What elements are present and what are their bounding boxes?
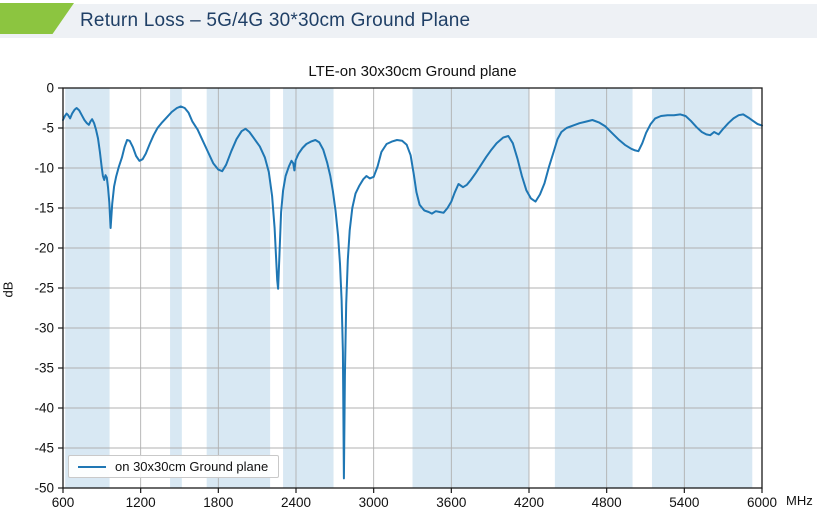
page-title: Return Loss – 5G/4G 30*30cm Ground Plane xyxy=(80,10,471,31)
x-tick-label: 4800 xyxy=(592,495,622,510)
x-tick-label: 5400 xyxy=(669,495,699,510)
y-axis-label: dB xyxy=(0,281,16,298)
y-tick-label: -20 xyxy=(34,241,54,256)
y-tick-label: -30 xyxy=(34,321,54,336)
x-tick-label: 1200 xyxy=(126,495,156,510)
y-tick-label: -10 xyxy=(34,161,54,176)
y-tick-label: -25 xyxy=(34,281,54,296)
x-tick-label: 1800 xyxy=(203,495,233,510)
chart-title: LTE-on 30x30cm Ground plane xyxy=(308,63,517,80)
y-tick-label: -40 xyxy=(34,401,54,416)
y-tick-label: -50 xyxy=(34,481,54,496)
y-tick-label: -35 xyxy=(34,361,54,376)
x-tick-label: 600 xyxy=(52,495,75,510)
x-tick-label: 6000 xyxy=(747,495,777,510)
legend-label: on 30x30cm Ground plane xyxy=(115,459,269,474)
return-loss-curve xyxy=(62,105,763,480)
x-tick-label: 3600 xyxy=(436,495,466,510)
chart-plot-area: 600 1200 1800 2400 3000 3600 4200 4800 5400 6000 0… xyxy=(34,81,777,511)
legend: on 30x30cm Ground plane xyxy=(68,455,280,478)
y-tick-label: -45 xyxy=(34,441,54,456)
x-tick-label: 2400 xyxy=(281,495,311,510)
y-tick-label: -5 xyxy=(42,121,54,136)
y-tick-label: 0 xyxy=(46,81,54,96)
x-axis-unit-label: MHz xyxy=(786,493,813,508)
x-tick-label: 4200 xyxy=(514,495,544,510)
y-tick-label: -15 xyxy=(34,201,54,216)
x-tick-label: 3000 xyxy=(359,495,389,510)
legend-line-swatch xyxy=(78,465,106,468)
header-band xyxy=(0,4,817,38)
